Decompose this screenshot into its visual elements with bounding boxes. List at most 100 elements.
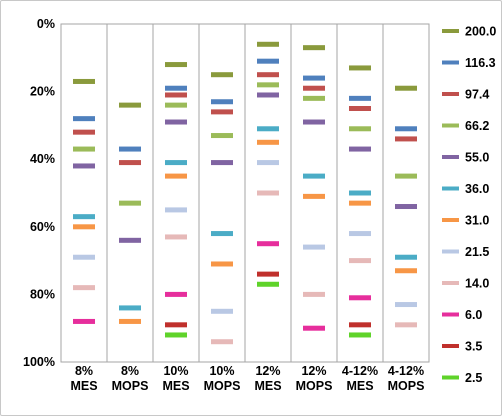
data-dash (303, 45, 325, 51)
legend-swatch (442, 186, 459, 191)
data-dash (303, 85, 325, 91)
data-dash (395, 268, 417, 274)
data-dash (119, 160, 141, 166)
x-category-label: 12% (255, 364, 280, 378)
data-dash (73, 163, 95, 169)
legend-label: 6.0 (465, 308, 482, 322)
data-dash (257, 72, 279, 78)
data-dash (349, 146, 371, 152)
data-dash (349, 65, 371, 71)
data-dash (349, 231, 371, 237)
data-dash (257, 58, 279, 64)
legend-label: 31.0 (465, 214, 489, 228)
data-dash (257, 281, 279, 287)
x-category-label: 10% (209, 364, 234, 378)
y-tick-label: 20% (30, 85, 55, 99)
data-dash (165, 332, 187, 338)
legend-swatch (442, 281, 459, 285)
x-axis-category-labels: 8%MES8%MOPS10%MES10%MOPS12%MES12%MOPS4-1… (70, 364, 424, 393)
data-dash (349, 190, 371, 196)
data-dash (303, 193, 325, 199)
data-dash (73, 146, 95, 152)
data-dash (211, 133, 233, 139)
x-category-label: 12% (301, 364, 326, 378)
data-dash (165, 207, 187, 213)
legend-label: 97.4 (465, 88, 489, 102)
data-dash (349, 322, 371, 328)
legend-label: 14.0 (465, 277, 489, 291)
legend-swatch (442, 92, 459, 96)
y-tick-label: 100% (23, 355, 55, 369)
data-dash (119, 146, 141, 152)
data-dash (257, 271, 279, 277)
data-dash (395, 136, 417, 142)
legend-label: 116.3 (465, 56, 496, 70)
x-category-label: MOPS (296, 379, 333, 393)
data-dash (165, 173, 187, 179)
legend-swatch (442, 312, 459, 317)
data-dash (119, 102, 141, 108)
data-dash (165, 102, 187, 108)
data-dash (257, 139, 279, 145)
legend-swatch (442, 375, 459, 380)
data-dash (165, 85, 187, 91)
data-dash (165, 291, 187, 297)
x-category-label: 8% (75, 364, 93, 378)
data-dash (257, 190, 279, 196)
data-dash (73, 116, 95, 122)
data-dash (349, 126, 371, 132)
x-category-label: 4-12% (388, 364, 424, 378)
data-dash (395, 85, 417, 91)
data-dash (211, 261, 233, 267)
data-dash (211, 339, 233, 345)
legend-swatch (442, 249, 459, 254)
data-dash (165, 322, 187, 328)
legend-label: 55.0 (465, 151, 489, 165)
data-dash (395, 126, 417, 132)
legend-swatch (442, 155, 459, 159)
data-dash (165, 92, 187, 98)
y-tick-label: 40% (30, 152, 55, 166)
x-category-label: MES (254, 379, 281, 393)
data-dash (211, 109, 233, 115)
x-category-label: MES (162, 379, 189, 393)
data-dash (73, 254, 95, 260)
data-dash (349, 200, 371, 206)
x-category-label: 4-12% (342, 364, 378, 378)
x-category-label: MOPS (204, 379, 241, 393)
y-tick-label: 80% (30, 287, 55, 301)
legend-label: 3.5 (465, 340, 482, 354)
legend-label: 36.0 (465, 182, 489, 196)
legend-swatch (442, 29, 459, 33)
data-dash (303, 173, 325, 179)
data-dash (211, 99, 233, 105)
data-dash (303, 95, 325, 101)
data-dash (211, 231, 233, 237)
data-dash (211, 72, 233, 78)
data-dash (211, 160, 233, 166)
data-dash (165, 234, 187, 240)
legend-swatch (442, 344, 459, 348)
data-dash (395, 322, 417, 328)
data-dash (73, 318, 95, 324)
data-marks (73, 41, 417, 345)
data-dash (257, 82, 279, 88)
data-dash (257, 241, 279, 247)
legend-swatch (442, 123, 459, 128)
x-category-label: 8% (121, 364, 139, 378)
data-dash (257, 92, 279, 98)
data-dash (119, 305, 141, 311)
category-separators (106, 24, 384, 362)
legend-swatch (442, 60, 459, 65)
data-dash (395, 173, 417, 179)
x-category-label: MES (346, 379, 373, 393)
data-dash (395, 204, 417, 210)
data-dash (395, 254, 417, 260)
data-dash (211, 308, 233, 314)
data-dash (257, 126, 279, 132)
data-dash (119, 237, 141, 243)
data-dash (257, 41, 279, 47)
data-dash (165, 160, 187, 166)
x-category-label: MOPS (388, 379, 425, 393)
